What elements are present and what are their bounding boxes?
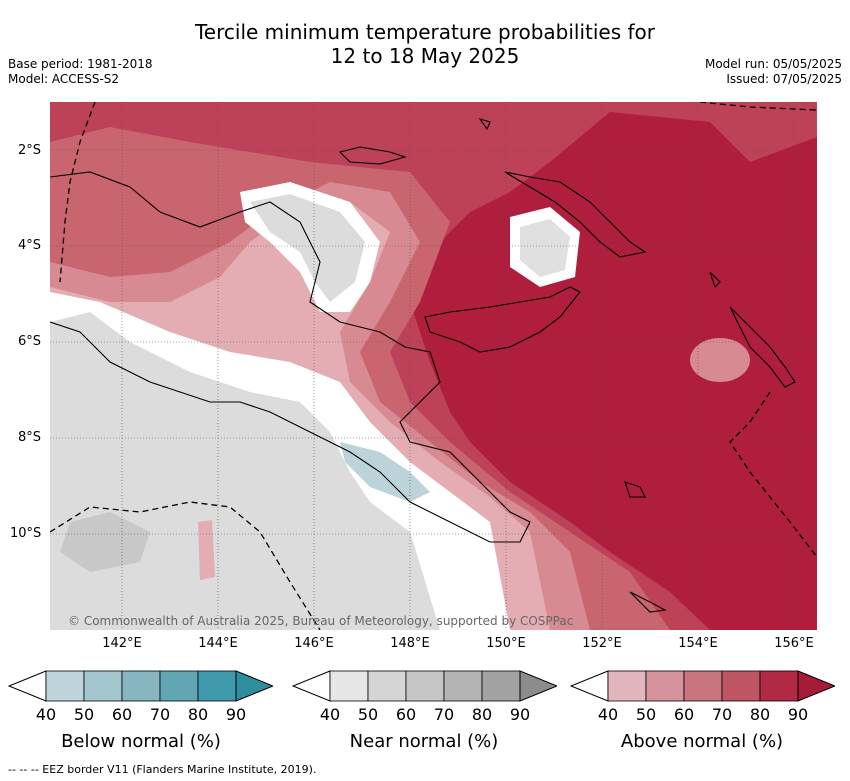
tick-label: 50 — [73, 705, 95, 724]
above-normal-patch-island — [690, 338, 750, 382]
above-normal-colorbar — [570, 670, 835, 702]
graticule — [50, 102, 817, 630]
colorbar-under-triangle — [570, 670, 609, 702]
tick-label: 50 — [357, 705, 379, 724]
colorbar-swatch — [197, 670, 237, 702]
near-normal-patch-north-inner — [250, 194, 365, 302]
below-normal-title: Below normal (%) — [61, 731, 221, 752]
meta-right: Model run: 05/05/2025 Issued: 07/05/2025 — [705, 57, 842, 87]
lon-label: 148°E — [390, 636, 430, 651]
lat-label: 6°S — [18, 334, 42, 349]
colorbar-swatch — [759, 670, 799, 702]
lon-label: 156°E — [774, 636, 814, 651]
colorbar-swatch — [683, 670, 723, 702]
tick-label: 90 — [787, 705, 809, 724]
below-normal-50-patch — [340, 442, 430, 502]
near-normal-zone — [50, 312, 440, 630]
colorbar-under-triangle — [8, 670, 47, 702]
colorbar-swatch — [83, 670, 123, 702]
colorbar-swatches — [292, 670, 557, 702]
lat-label: 2°S — [18, 143, 42, 158]
colorbar-swatch — [405, 670, 445, 702]
colorbar-swatches — [8, 670, 273, 702]
meta-left: Base period: 1981-2018 Model: ACCESS-S2 — [8, 57, 153, 87]
map-title: Tercile minimum temperature probabilitie… — [0, 20, 850, 68]
lat-label: 4°S — [18, 238, 42, 253]
tick-label: 80 — [749, 705, 771, 724]
colorbar-swatch — [121, 670, 161, 702]
model-name: Model: ACCESS-S2 — [8, 72, 120, 86]
eez-footnote: -- -- -- EEZ border V11 (Flanders Marine… — [8, 763, 317, 776]
issued-date: Issued: 07/05/2025 — [726, 72, 842, 86]
map-copyright: © Commonwealth of Australia 2025, Bureau… — [68, 614, 574, 628]
colorbar-swatches — [570, 670, 835, 702]
lon-label: 144°E — [198, 636, 238, 651]
tick-label: 90 — [509, 705, 531, 724]
near-normal-colorbar — [292, 670, 557, 702]
colorbar-swatch — [443, 670, 483, 702]
tick-label: 50 — [635, 705, 657, 724]
title-line-2: 12 to 18 May 2025 — [330, 44, 520, 68]
tick-label: 80 — [471, 705, 493, 724]
model-run: Model run: 05/05/2025 — [704, 57, 842, 71]
title-line-1: Tercile minimum temperature probabilitie… — [194, 20, 656, 44]
lat-label: 10°S — [10, 526, 42, 541]
colorbar-swatch — [329, 670, 369, 702]
colorbar-over-triangle — [519, 670, 557, 702]
tick-label: 80 — [187, 705, 209, 724]
lon-label: 146°E — [294, 636, 334, 651]
below-normal-colorbar — [8, 670, 273, 702]
tick-label: 40 — [319, 705, 341, 724]
coastlines — [50, 118, 796, 613]
tick-label: 70 — [149, 705, 171, 724]
colorbar-swatch — [481, 670, 521, 702]
probability-map — [50, 102, 817, 630]
colorbar-swatch — [159, 670, 199, 702]
tick-label: 70 — [433, 705, 455, 724]
above-normal-patch-south — [198, 520, 215, 580]
colorbar-swatch — [45, 670, 85, 702]
colorbar-swatch — [645, 670, 685, 702]
near-normal-patch-east-inner — [520, 219, 570, 277]
lon-label: 142°E — [102, 636, 142, 651]
colorbar-over-triangle — [797, 670, 835, 702]
above-normal-title: Above normal (%) — [620, 731, 784, 752]
tick-label: 60 — [395, 705, 417, 724]
base-period: Base period: 1981-2018 — [8, 57, 153, 71]
colorbar-swatch — [721, 670, 761, 702]
tick-label: 40 — [597, 705, 619, 724]
tick-label: 70 — [711, 705, 733, 724]
near-normal-60-patch — [60, 512, 150, 572]
tick-label: 60 — [673, 705, 695, 724]
lat-label: 8°S — [18, 430, 42, 445]
colorbar-swatch — [607, 670, 647, 702]
tick-label: 40 — [35, 705, 57, 724]
colorbar-under-triangle — [292, 670, 331, 702]
lon-label: 152°E — [582, 636, 622, 651]
colorbar-over-triangle — [235, 670, 273, 702]
colorbar-swatch — [367, 670, 407, 702]
near-normal-title: Near normal (%) — [349, 731, 499, 752]
eez-borders — [50, 102, 817, 630]
lon-label: 150°E — [486, 636, 526, 651]
lon-label: 154°E — [678, 636, 718, 651]
tick-label: 60 — [111, 705, 133, 724]
tick-label: 90 — [225, 705, 247, 724]
